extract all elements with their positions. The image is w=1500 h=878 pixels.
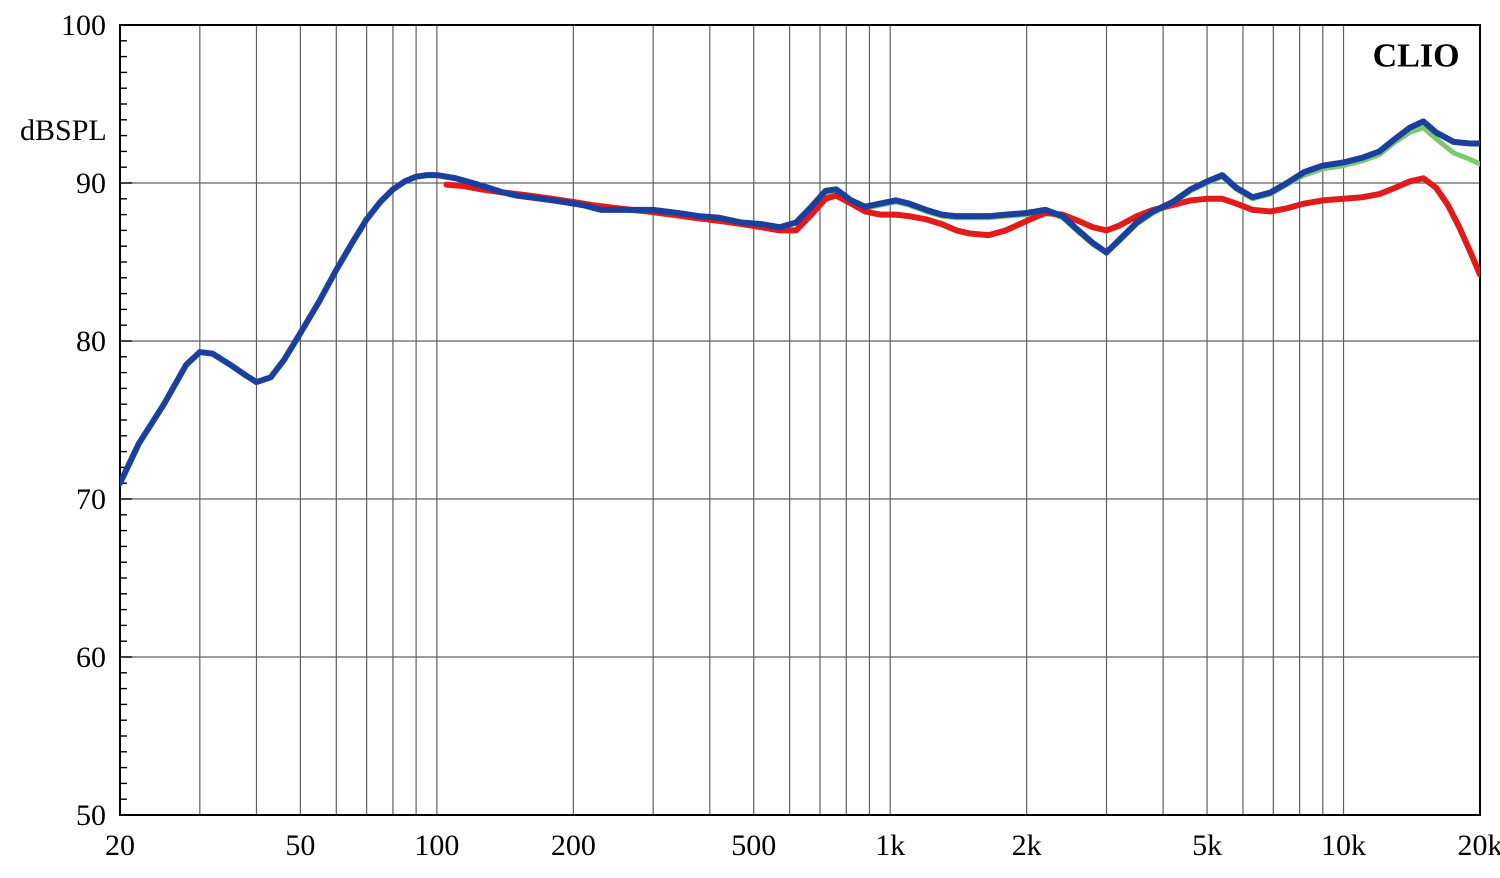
- x-tick-label: 2k: [1012, 829, 1042, 862]
- y-axis-label: dBSPL: [20, 114, 107, 147]
- x-tick-label: 50: [285, 829, 315, 862]
- chart-svg: 5060708090100dBSPL20501002005001k2k5k10k…: [0, 0, 1500, 878]
- watermark-label: CLIO: [1373, 38, 1460, 75]
- x-tick-label: 200: [551, 829, 596, 862]
- x-tick-label: 500: [731, 829, 776, 862]
- y-tick-label: 100: [61, 9, 106, 42]
- x-tick-label: 100: [414, 829, 459, 862]
- y-tick-label: 70: [76, 483, 106, 516]
- x-tick-label: 20k: [1458, 829, 1500, 862]
- y-tick-label: 50: [76, 799, 106, 832]
- x-tick-label: 5k: [1192, 829, 1222, 862]
- x-tick-label: 10k: [1321, 829, 1366, 862]
- frequency-response-chart: 5060708090100dBSPL20501002005001k2k5k10k…: [0, 0, 1500, 878]
- x-tick-label: 1k: [875, 829, 905, 862]
- x-tick-label: 20: [105, 829, 135, 862]
- y-tick-label: 60: [76, 641, 106, 674]
- y-tick-label: 90: [76, 167, 106, 200]
- y-tick-label: 80: [76, 325, 106, 358]
